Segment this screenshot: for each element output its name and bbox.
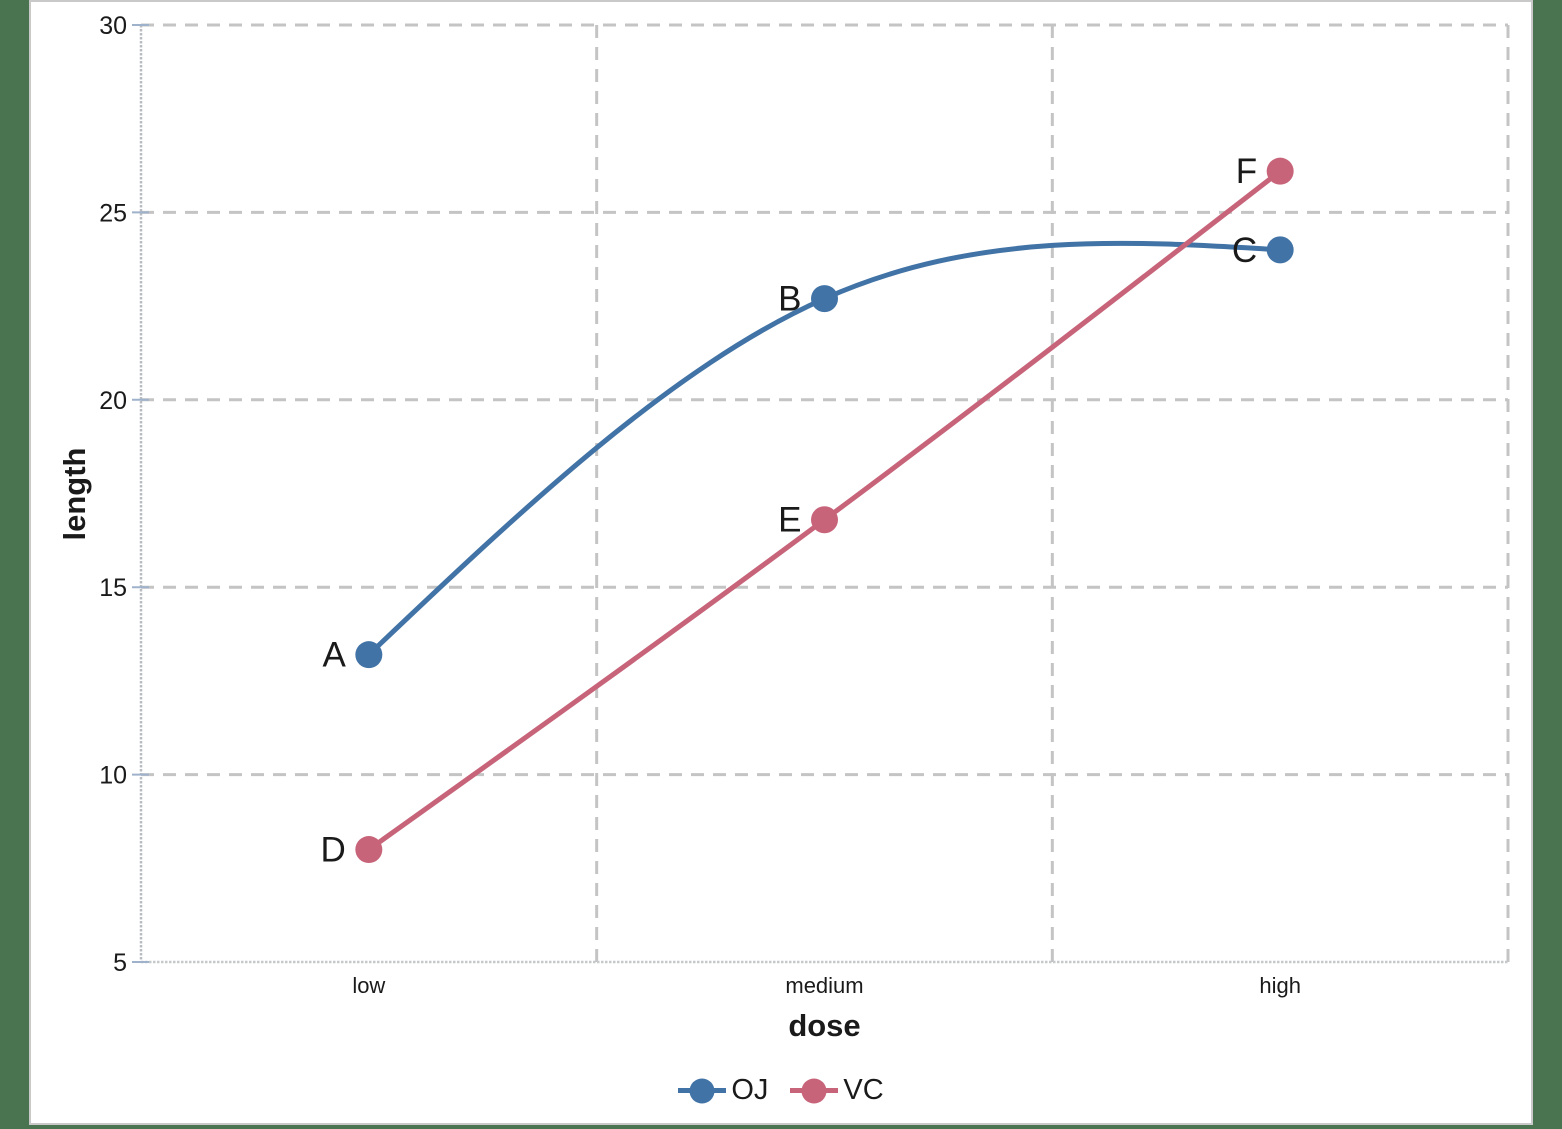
- chart-panel: [29, 0, 1533, 1125]
- x-tick-label-medium: medium: [785, 973, 863, 998]
- y-tick-label-25: 25: [99, 199, 127, 227]
- data-point-B[interactable]: [811, 285, 838, 313]
- data-point-A[interactable]: [355, 641, 383, 669]
- x-axis-title: dose: [788, 1008, 861, 1043]
- point-label-F: F: [1236, 152, 1257, 191]
- point-label-D: D: [321, 831, 346, 870]
- y-tick-label-30: 30: [99, 12, 127, 40]
- y-tick-label-10: 10: [99, 762, 127, 790]
- y-axis-title: length: [57, 447, 92, 541]
- x-tick-label-high: high: [1259, 973, 1301, 998]
- point-label-E: E: [778, 501, 801, 540]
- legend-label-oj: OJ: [731, 1074, 769, 1106]
- oj-marker-icon: [689, 1078, 715, 1103]
- point-label-B: B: [778, 280, 801, 319]
- vc-series-swatch-icon: [790, 1078, 839, 1103]
- y-tick-label-5: 5: [113, 949, 127, 977]
- oj-series-swatch-icon: [678, 1078, 727, 1103]
- legend-label-vc: VC: [843, 1074, 884, 1106]
- point-label-A: A: [322, 636, 346, 675]
- data-point-F[interactable]: [1266, 157, 1294, 185]
- data-point-E[interactable]: [811, 506, 838, 534]
- y-tick-label-20: 20: [99, 387, 127, 415]
- data-point-D[interactable]: [355, 836, 383, 864]
- legend-item-vc: VC: [790, 1074, 884, 1107]
- data-point-C[interactable]: [1266, 236, 1294, 264]
- vc-marker-icon: [801, 1078, 827, 1103]
- chart-legend: OJ VC: [31, 1074, 1531, 1107]
- legend-item-oj: OJ: [678, 1074, 768, 1107]
- y-tick-label-15: 15: [99, 574, 127, 602]
- x-tick-label-low: low: [352, 973, 385, 998]
- point-label-C: C: [1232, 231, 1257, 270]
